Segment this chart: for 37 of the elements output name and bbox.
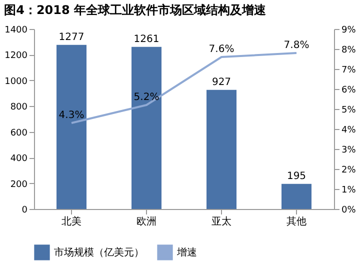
- y2-tick-label: 5%: [342, 106, 356, 116]
- x-tick-label: 北美: [62, 216, 82, 228]
- y-tick-label: 600: [10, 128, 28, 138]
- data-label: 1261: [134, 34, 160, 45]
- y-tick-label: 1400: [4, 26, 28, 36]
- x-tick-label: 欧洲: [136, 216, 156, 228]
- y-tick-label: 200: [10, 180, 28, 190]
- y2-tick-label: 9%: [342, 26, 356, 36]
- y2-tick-label: 3%: [342, 146, 356, 156]
- y2-tick-label: 0%: [342, 206, 356, 216]
- data-label: 7.6%: [208, 44, 234, 55]
- data-label: 4.3%: [58, 110, 84, 121]
- data-label: 1277: [58, 32, 84, 43]
- data-label: 927: [212, 76, 232, 88]
- legend-label: 市场规模（亿美元）: [54, 246, 144, 258]
- bar: [206, 90, 236, 209]
- chart-title: 图4：2018 年全球工业软件市场区域结构及增速: [4, 3, 268, 17]
- legend-label: 增速: [176, 246, 197, 258]
- data-label: 7.8%: [284, 40, 310, 51]
- bar: [56, 44, 86, 209]
- data-label: 195: [286, 170, 306, 182]
- y2-tick-label: 2%: [342, 166, 356, 176]
- bar: [132, 46, 162, 209]
- y-tick-label: 1000: [4, 76, 28, 87]
- y-tick-label: 400: [10, 154, 28, 164]
- y-tick-label: 0: [22, 206, 28, 216]
- x-tick-label: 其他: [286, 216, 306, 228]
- y-tick-label: 1200: [4, 51, 28, 62]
- y2-tick-label: 7%: [342, 66, 356, 76]
- data-label: 5.2%: [134, 92, 160, 103]
- y2-tick-label: 1%: [342, 186, 356, 196]
- y2-tick-label: 4%: [342, 126, 356, 136]
- bar: [282, 184, 312, 209]
- y-tick-label: 800: [10, 102, 28, 113]
- y2-tick-label: 6%: [342, 86, 356, 96]
- x-tick-label: 亚太: [212, 216, 232, 228]
- y2-tick-label: 8%: [342, 46, 356, 56]
